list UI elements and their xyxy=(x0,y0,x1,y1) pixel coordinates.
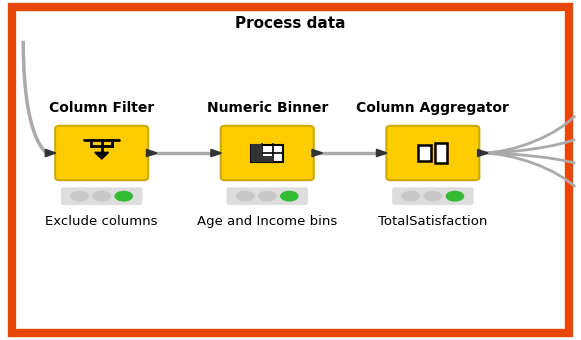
Text: Process data: Process data xyxy=(235,16,346,31)
Polygon shape xyxy=(146,149,157,157)
Circle shape xyxy=(236,191,254,202)
FancyBboxPatch shape xyxy=(61,187,142,205)
Polygon shape xyxy=(45,149,56,157)
Circle shape xyxy=(446,191,464,202)
Circle shape xyxy=(70,191,89,202)
FancyBboxPatch shape xyxy=(55,126,148,180)
FancyBboxPatch shape xyxy=(221,126,314,180)
Polygon shape xyxy=(478,149,488,157)
Circle shape xyxy=(114,191,133,202)
Bar xyxy=(251,144,262,153)
Circle shape xyxy=(424,191,442,202)
Circle shape xyxy=(280,191,299,202)
Text: Numeric Binner: Numeric Binner xyxy=(207,101,328,115)
Bar xyxy=(418,145,431,161)
FancyBboxPatch shape xyxy=(392,187,474,205)
Circle shape xyxy=(92,191,111,202)
Polygon shape xyxy=(312,149,322,157)
Text: TotalSatisfaction: TotalSatisfaction xyxy=(378,215,487,227)
Polygon shape xyxy=(211,149,221,157)
Text: Column Filter: Column Filter xyxy=(49,101,155,115)
FancyBboxPatch shape xyxy=(12,7,569,333)
Circle shape xyxy=(258,191,277,202)
Polygon shape xyxy=(376,149,387,157)
Bar xyxy=(435,143,447,163)
FancyBboxPatch shape xyxy=(227,187,308,205)
Text: Column Aggregator: Column Aggregator xyxy=(356,101,510,115)
Text: Exclude columns: Exclude columns xyxy=(45,215,158,227)
Text: Age and Income bins: Age and Income bins xyxy=(197,215,338,227)
FancyBboxPatch shape xyxy=(386,126,479,180)
Bar xyxy=(251,144,284,162)
Bar xyxy=(251,153,262,162)
Circle shape xyxy=(401,191,420,202)
Bar xyxy=(262,156,272,161)
Polygon shape xyxy=(95,152,109,159)
